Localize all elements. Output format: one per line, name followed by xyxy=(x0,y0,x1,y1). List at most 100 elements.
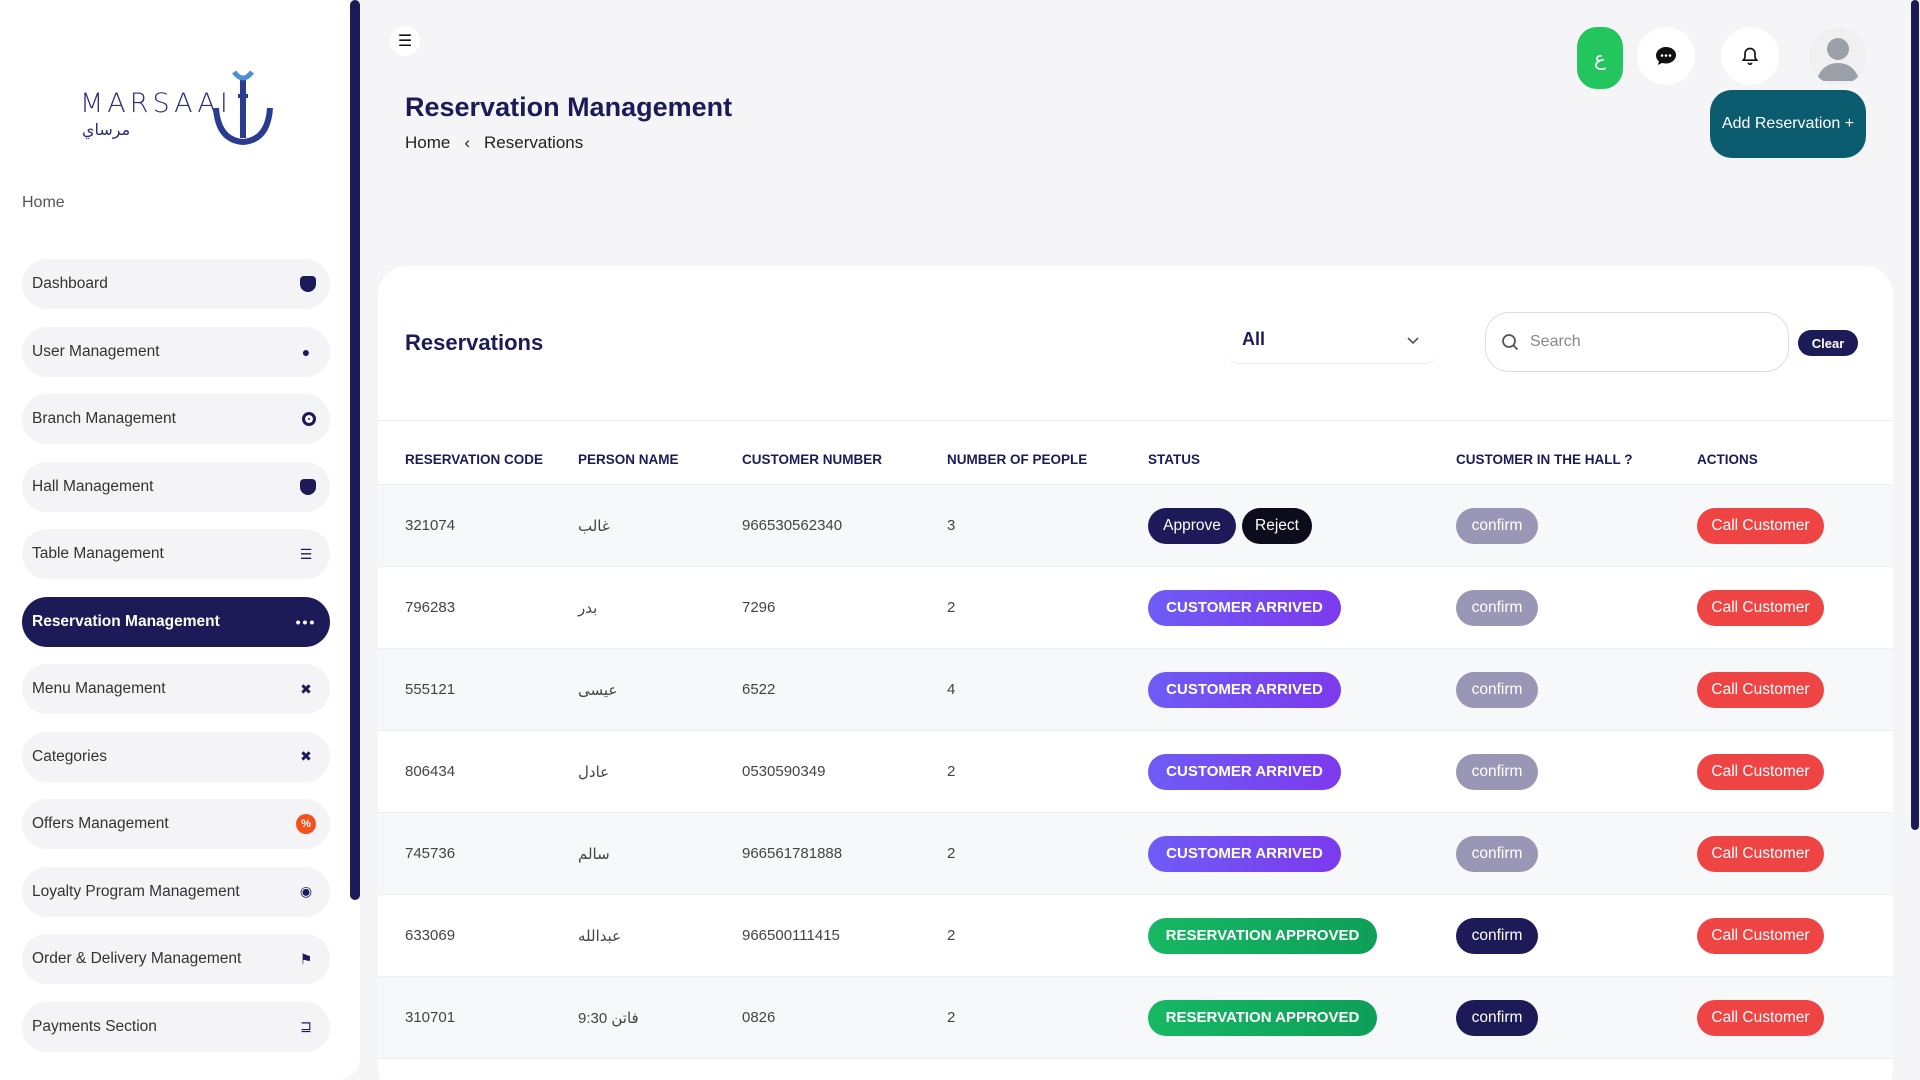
customer-number: 966561781888 xyxy=(742,845,843,862)
person-name: عادل xyxy=(578,763,610,781)
sidebar-item-label: Loyalty Program Management xyxy=(32,882,240,900)
sidebar-item-dashboard[interactable]: Dashboard xyxy=(22,259,330,309)
call-customer-button[interactable]: Call Customer xyxy=(1697,589,1824,626)
status-badge: RESERVATION APPROVED xyxy=(1148,917,1377,954)
person-name: بدر xyxy=(578,599,598,617)
sidebar-item-label: Payments Section xyxy=(32,1017,157,1035)
person-name: عبدالله xyxy=(578,927,622,945)
sidebar-item-label: Table Management xyxy=(32,545,164,562)
chat-icon xyxy=(1656,47,1676,65)
number-of-people: 2 xyxy=(947,599,956,616)
sidebar-item-hall-management[interactable]: Hall Management xyxy=(22,461,330,512)
column-header: STATUS xyxy=(1148,452,1200,467)
confirm-button[interactable]: confirm xyxy=(1456,917,1538,954)
reject-button[interactable]: Reject xyxy=(1242,507,1312,544)
sidebar-item-label: User Management xyxy=(32,342,160,360)
anchor-logo-icon xyxy=(213,70,273,146)
table-row: 806434 عادل 0530590349 2 CUSTOMER ARRIVE… xyxy=(378,731,1893,813)
number-of-people: 3 xyxy=(947,517,956,534)
brand-arabic: مرساي xyxy=(82,122,131,139)
reservation-code: 310701 xyxy=(405,1009,456,1026)
user-avatar[interactable] xyxy=(1809,27,1867,85)
table-row: 321074 غالب 966530562340 3 Approve Reject… xyxy=(378,484,1893,567)
list-icon: ☰ xyxy=(299,545,313,562)
notifications-button[interactable] xyxy=(1721,27,1779,85)
search-box xyxy=(1485,312,1789,372)
dashboard-icon xyxy=(300,276,316,292)
sidebar-item-loyalty-program[interactable]: Loyalty Program Management ◉ xyxy=(22,866,330,917)
sidebar-item-label: Order & Delivery Management xyxy=(32,950,242,967)
sidebar-item-label: Categories xyxy=(32,747,107,765)
percent-badge-icon: % xyxy=(296,814,316,834)
column-header: PERSON NAME xyxy=(578,452,679,467)
customer-number: 966530562340 xyxy=(742,517,843,534)
table-header-row: RESERVATION CODE PERSON NAME CUSTOMER NU… xyxy=(378,420,1893,485)
call-customer-button[interactable]: Call Customer xyxy=(1697,671,1824,708)
number-of-people: 2 xyxy=(947,1009,956,1026)
breadcrumb-home[interactable]: Home xyxy=(405,133,451,152)
sidebar-item-menu-management[interactable]: Menu Management ✖ xyxy=(22,664,330,714)
column-header: RESERVATION CODE xyxy=(405,452,544,467)
sidebar-home-label[interactable]: Home xyxy=(22,194,65,211)
table-row: 745736 سالم 966561781888 2 CUSTOMER ARRI… xyxy=(378,812,1893,895)
clear-button[interactable]: Clear xyxy=(1798,330,1858,356)
status-cell: Approve Reject xyxy=(1148,485,1456,567)
confirm-button[interactable]: confirm xyxy=(1456,835,1538,872)
currency-icon: ⊒ xyxy=(300,1018,312,1034)
location-pin-icon xyxy=(302,412,316,426)
confirm-button[interactable]: confirm xyxy=(1456,999,1538,1036)
sidebar-item-label: Branch Management xyxy=(32,410,176,427)
call-customer-button[interactable]: Call Customer xyxy=(1697,917,1824,954)
sidebar-scrollbar[interactable] xyxy=(350,0,360,900)
call-customer-button[interactable]: Call Customer xyxy=(1697,835,1824,872)
sidebar-item-label: Hall Management xyxy=(32,477,154,495)
call-customer-button[interactable]: Call Customer xyxy=(1697,753,1824,790)
table-row: 555121 عيسى 6522 4 CUSTOMER ARRIVED conf… xyxy=(378,648,1893,731)
confirm-button[interactable]: confirm xyxy=(1456,507,1538,544)
customer-number: 0826 xyxy=(742,1009,776,1026)
hall-icon xyxy=(300,478,316,495)
sidebar-item-user-management[interactable]: User Management ● xyxy=(22,326,330,377)
status-badge: CUSTOMER ARRIVED xyxy=(1148,589,1341,626)
sidebar-item-order-delivery[interactable]: Order & Delivery Management ⚑ xyxy=(22,934,330,984)
status-badge: CUSTOMER ARRIVED xyxy=(1148,753,1341,790)
approve-button[interactable]: Approve xyxy=(1148,507,1236,544)
confirm-button[interactable]: confirm xyxy=(1456,671,1538,708)
sidebar-item-label: Dashboard xyxy=(32,275,108,292)
customer-number: 966500111415 xyxy=(742,927,840,944)
status-filter-select[interactable]: All xyxy=(1226,316,1438,364)
sidebar-item-reservation-management[interactable]: Reservation Management ••• xyxy=(22,596,330,647)
sidebar-item-payments[interactable]: Payments Section ⊒ xyxy=(22,1001,330,1052)
column-header: CUSTOMER NUMBER xyxy=(742,452,883,467)
sidebar-item-branch-management[interactable]: Branch Management xyxy=(22,394,330,444)
sidebar-item-offers-management[interactable]: Offers Management% xyxy=(22,799,330,849)
confirm-button[interactable]: confirm xyxy=(1456,753,1538,790)
chat-button[interactable] xyxy=(1637,27,1695,85)
table-row: 633069 عبدالله 966500111415 2 RESERVATIO… xyxy=(378,895,1893,977)
card-title: Reservations xyxy=(405,330,544,355)
menu-toggle-button[interactable]: ☰ xyxy=(390,26,420,56)
search-icon xyxy=(1502,334,1519,351)
filter-selected-value: All xyxy=(1242,329,1266,349)
sidebar-item-table-management[interactable]: Table Management ☰ xyxy=(22,529,330,579)
search-input[interactable] xyxy=(1530,333,1760,351)
sidebar-item-categories[interactable]: Categories ✖ xyxy=(22,731,330,782)
add-reservation-button[interactable]: Add Reservation + xyxy=(1710,90,1866,158)
call-customer-button[interactable]: Call Customer xyxy=(1697,507,1824,544)
reservation-code: 796283 xyxy=(405,599,456,616)
brand-logo[interactable]: MARSAAI مرساي xyxy=(80,68,280,158)
status-badge: RESERVATION APPROVED xyxy=(1148,999,1377,1036)
language-toggle-button[interactable]: ع xyxy=(1577,27,1623,89)
call-customer-button[interactable]: Call Customer xyxy=(1697,999,1824,1036)
customer-number: 7296 xyxy=(742,599,776,616)
sidebar-nav: Dashboard User Management ● Branch Manage… xyxy=(22,259,330,1069)
number-of-people: 2 xyxy=(947,845,956,862)
sidebar-item-label: Offers Management xyxy=(32,815,169,832)
reservation-code: 745736 xyxy=(405,845,456,862)
brand-name: MARSAAI xyxy=(80,88,232,119)
column-header: CUSTOMER IN THE HALL ? xyxy=(1456,452,1633,467)
column-header: ACTIONS xyxy=(1697,452,1758,467)
customer-number: 0530590349 xyxy=(742,763,826,780)
confirm-button[interactable]: confirm xyxy=(1456,589,1538,626)
page-scrollbar[interactable] xyxy=(1911,0,1919,830)
